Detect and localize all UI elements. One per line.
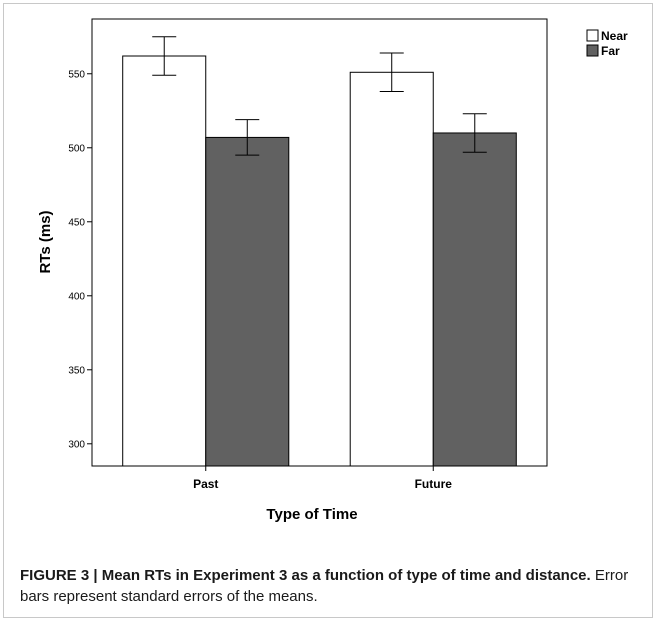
y-tick-label: 300 <box>68 439 85 450</box>
legend-label-far: Far <box>601 44 620 58</box>
y-tick-label: 550 <box>68 69 85 80</box>
caption-text: Error bars represent standard errors of … <box>20 567 629 605</box>
x-tick-label: Past <box>193 477 218 491</box>
caption-lead: FIGURE 3 | Mean RTs in Experiment 3 as a… <box>20 567 591 584</box>
bar-near-past <box>122 55 207 467</box>
figure-caption: FIGURE 3 | Mean RTs in Experiment 3 as a… <box>20 565 645 607</box>
x-tick-label: Future <box>415 477 453 491</box>
legend-label-near: Near <box>601 29 628 43</box>
y-tick-label: 450 <box>68 217 85 228</box>
y-tick-label: 350 <box>68 365 85 376</box>
bar-near-future <box>349 71 434 467</box>
legend-swatch-near <box>586 29 599 42</box>
y-axis-title: RTs (ms) <box>37 210 54 273</box>
y-axis: 300 350 400 450 500 550 <box>68 69 92 450</box>
x-axis: Past Future <box>193 466 452 491</box>
x-axis-title: Type of Time <box>266 506 357 523</box>
bar-far-past <box>205 136 290 467</box>
y-tick-label: 500 <box>68 143 85 154</box>
y-tick-label: 400 <box>68 291 85 302</box>
bar-far-future <box>432 132 517 467</box>
bars <box>122 36 517 467</box>
bar-chart: 300 350 400 450 500 550 Past Future RTs (ms) T… <box>37 18 628 523</box>
legend-swatch-far <box>586 44 599 57</box>
